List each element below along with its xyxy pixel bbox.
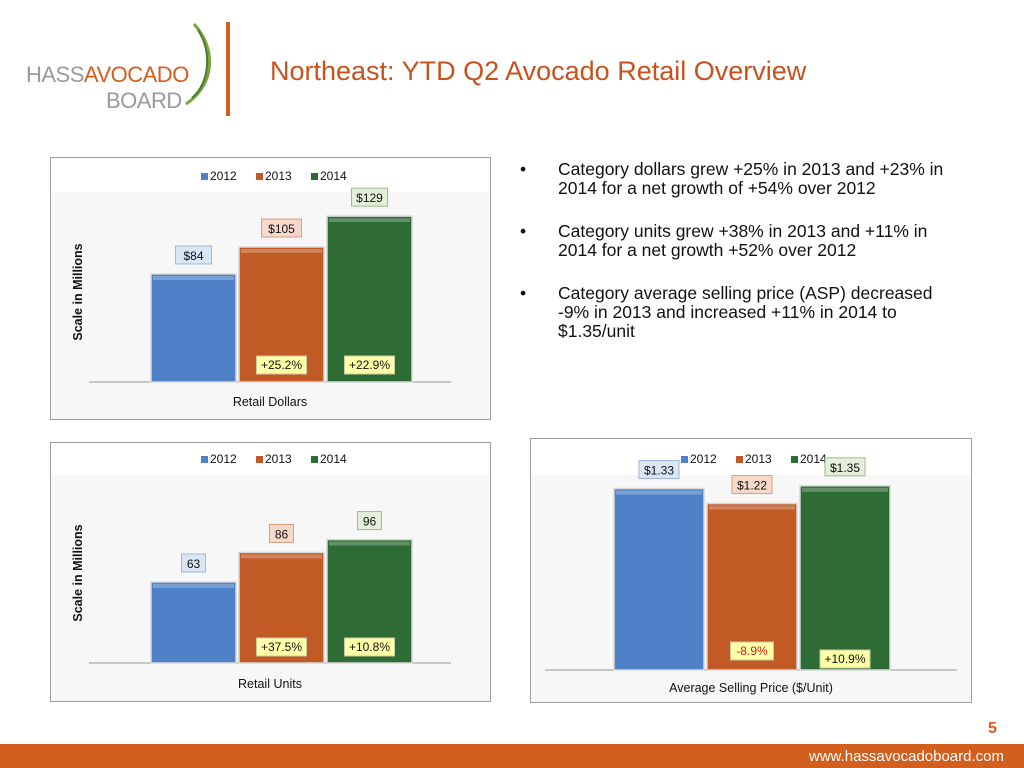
asp-chart-panel: 2012 2013 2014 $1.33 $1.22 -8.9% $1.35 +10.9% Av… xyxy=(530,438,972,703)
bullet-item: • Category units grew +38% in 2013 and +… xyxy=(520,222,960,260)
bar xyxy=(613,487,705,671)
change-label: +37.5% xyxy=(261,640,302,654)
value-label: $1.22 xyxy=(737,479,767,493)
retail-dollars-chart: 2012 2013 2014 $84 $105 +25.2% $129 +22.9% Retai… xyxy=(51,158,490,419)
value-label-box xyxy=(261,218,302,238)
bar-highlight xyxy=(153,584,234,588)
bar-highlight xyxy=(709,505,795,510)
bullet-marker: • xyxy=(520,159,527,179)
value-label: $1.35 xyxy=(830,461,860,475)
bar xyxy=(150,581,237,664)
bar-highlight xyxy=(329,218,410,223)
legend-swatch xyxy=(311,456,318,463)
value-label-box xyxy=(351,187,388,207)
bullet-marker: • xyxy=(520,283,527,303)
legend-swatch xyxy=(681,456,688,463)
value-label-box xyxy=(731,475,773,495)
logo-word-board: BOARD xyxy=(106,88,182,113)
bar-highlight xyxy=(241,554,322,559)
y-axis-label: Scale in Millions xyxy=(71,524,85,621)
value-label-box xyxy=(824,457,866,477)
logo-text: HASSAVOCADO xyxy=(26,62,189,88)
footer-url[interactable]: www.hassavocadoboard.com xyxy=(808,748,1004,765)
footer-bar xyxy=(0,744,1024,768)
change-label-box xyxy=(256,355,307,375)
legend-label: 2014 xyxy=(800,452,827,466)
retail-dollars-chart-panel: 2012 2013 2014 $84 $105 +25.2% $129 +22.9% Retai… xyxy=(50,157,491,420)
hab-logo: HASSAVOCADO BOARD xyxy=(22,18,222,118)
bullet-text: Category dollars grew +25% in 2013 and +… xyxy=(558,159,944,198)
bar xyxy=(799,485,891,671)
avocado-leaf-icon xyxy=(185,22,212,106)
logo-word-hass: HASS xyxy=(26,62,84,87)
retail-units-chart: 2012 2013 2014 63 86 +37.5% 96 +10.8% Retail Uni… xyxy=(51,443,490,701)
bullet-text: Category average selling price (ASP) dec… xyxy=(558,283,933,341)
value-label: $84 xyxy=(183,249,203,263)
legend-label: 2012 xyxy=(690,452,717,466)
value-label: $1.33 xyxy=(644,464,674,478)
legend-swatch xyxy=(791,456,798,463)
bar-highlight xyxy=(329,541,410,546)
change-label: +10.8% xyxy=(349,640,390,654)
change-label: +25.2% xyxy=(261,358,302,372)
change-label: -8.9% xyxy=(736,644,768,658)
value-label: $129 xyxy=(356,191,383,205)
value-label-box xyxy=(638,460,680,480)
bullet-text: Category units grew +38% in 2013 and +11… xyxy=(558,221,928,260)
legend-swatch xyxy=(201,173,208,180)
change-label-box xyxy=(819,649,871,669)
asp-chart: 2012 2013 2014 $1.33 $1.22 -8.9% $1.35 +10.9% Av… xyxy=(531,439,971,702)
bar-highlight xyxy=(153,276,234,280)
value-label-box xyxy=(357,511,382,531)
change-label-box xyxy=(344,637,395,657)
bar xyxy=(326,215,413,383)
bar xyxy=(150,273,237,383)
legend-swatch xyxy=(201,456,208,463)
value-label: 86 xyxy=(275,527,289,541)
bar-highlight xyxy=(616,490,702,495)
value-label: $105 xyxy=(268,222,295,236)
summary-bullets: • Category dollars grew +25% in 2013 and… xyxy=(520,160,960,365)
bullet-marker: • xyxy=(520,221,527,241)
change-label-box xyxy=(344,355,395,375)
legend-label: 2013 xyxy=(265,169,292,183)
value-label-box xyxy=(175,245,212,265)
change-label: +10.9% xyxy=(824,652,865,666)
legend-label: 2013 xyxy=(745,452,772,466)
x-axis-label: Retail Units xyxy=(238,677,302,691)
retail-units-chart-panel: 2012 2013 2014 63 86 +37.5% 96 +10.8% Retail Uni… xyxy=(50,442,491,702)
legend-swatch xyxy=(311,173,318,180)
x-axis-label: Average Selling Price ($/Unit) xyxy=(669,681,833,695)
value-label-box xyxy=(269,523,294,543)
legend-label: 2012 xyxy=(210,169,237,183)
value-label: 96 xyxy=(363,515,377,529)
value-label: 63 xyxy=(187,557,201,571)
bullet-item: • Category average selling price (ASP) d… xyxy=(520,284,960,341)
logo-word-avocado: AVOCADO xyxy=(83,62,189,87)
bar-highlight xyxy=(802,487,888,492)
legend-label: 2014 xyxy=(320,169,347,183)
page-number: 5 xyxy=(988,720,997,737)
bar-highlight xyxy=(241,249,322,253)
legend-swatch xyxy=(736,456,743,463)
legend-label: 2013 xyxy=(265,452,292,466)
x-axis-label: Retail Dollars xyxy=(233,395,307,409)
legend-label: 2014 xyxy=(320,452,347,466)
change-label: +22.9% xyxy=(349,358,390,372)
legend-swatch xyxy=(256,173,263,180)
change-label-box xyxy=(730,641,774,661)
legend-swatch xyxy=(256,456,263,463)
change-label-box xyxy=(256,637,307,657)
bullet-item: • Category dollars grew +25% in 2013 and… xyxy=(520,160,960,198)
page-title: Northeast: YTD Q2 Avocado Retail Overvie… xyxy=(270,56,807,86)
legend-label: 2012 xyxy=(210,452,237,466)
value-label-box xyxy=(181,553,206,573)
title-divider xyxy=(226,22,230,116)
y-axis-label: Scale in Millions xyxy=(71,243,85,340)
